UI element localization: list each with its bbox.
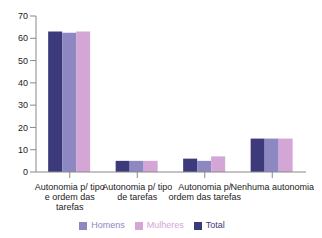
svg-text:40: 40 <box>18 78 28 88</box>
svg-text:70: 70 <box>18 11 28 21</box>
svg-text:30: 30 <box>18 100 28 110</box>
html-text:ordem das tarefas: ordem das tarefas <box>168 192 241 202</box>
svg-text:Autonomia p/ tipode tarefas: Autonomia p/ tipode tarefas <box>102 182 172 202</box>
html-text:Autonomia p/: Autonomia p/ <box>178 182 232 192</box>
svg-text:Nenhuma autonomia: Nenhuma autonomia <box>230 182 314 192</box>
svg-text:20: 20 <box>18 123 28 133</box>
svg-text:Autonomia p/ tipoe ordem dasta: Autonomia p/ tipoe ordem dastarefas <box>35 182 105 212</box>
svg-text:50: 50 <box>18 56 28 66</box>
svg-text:0: 0 <box>23 167 28 177</box>
svg-text:60: 60 <box>18 33 28 43</box>
svg-text:10: 10 <box>18 145 28 155</box>
html-text:Mulheres: Mulheres <box>146 220 184 230</box>
html-text:Homens: Homens <box>91 220 125 230</box>
html-text:Total: Total <box>205 220 225 230</box>
